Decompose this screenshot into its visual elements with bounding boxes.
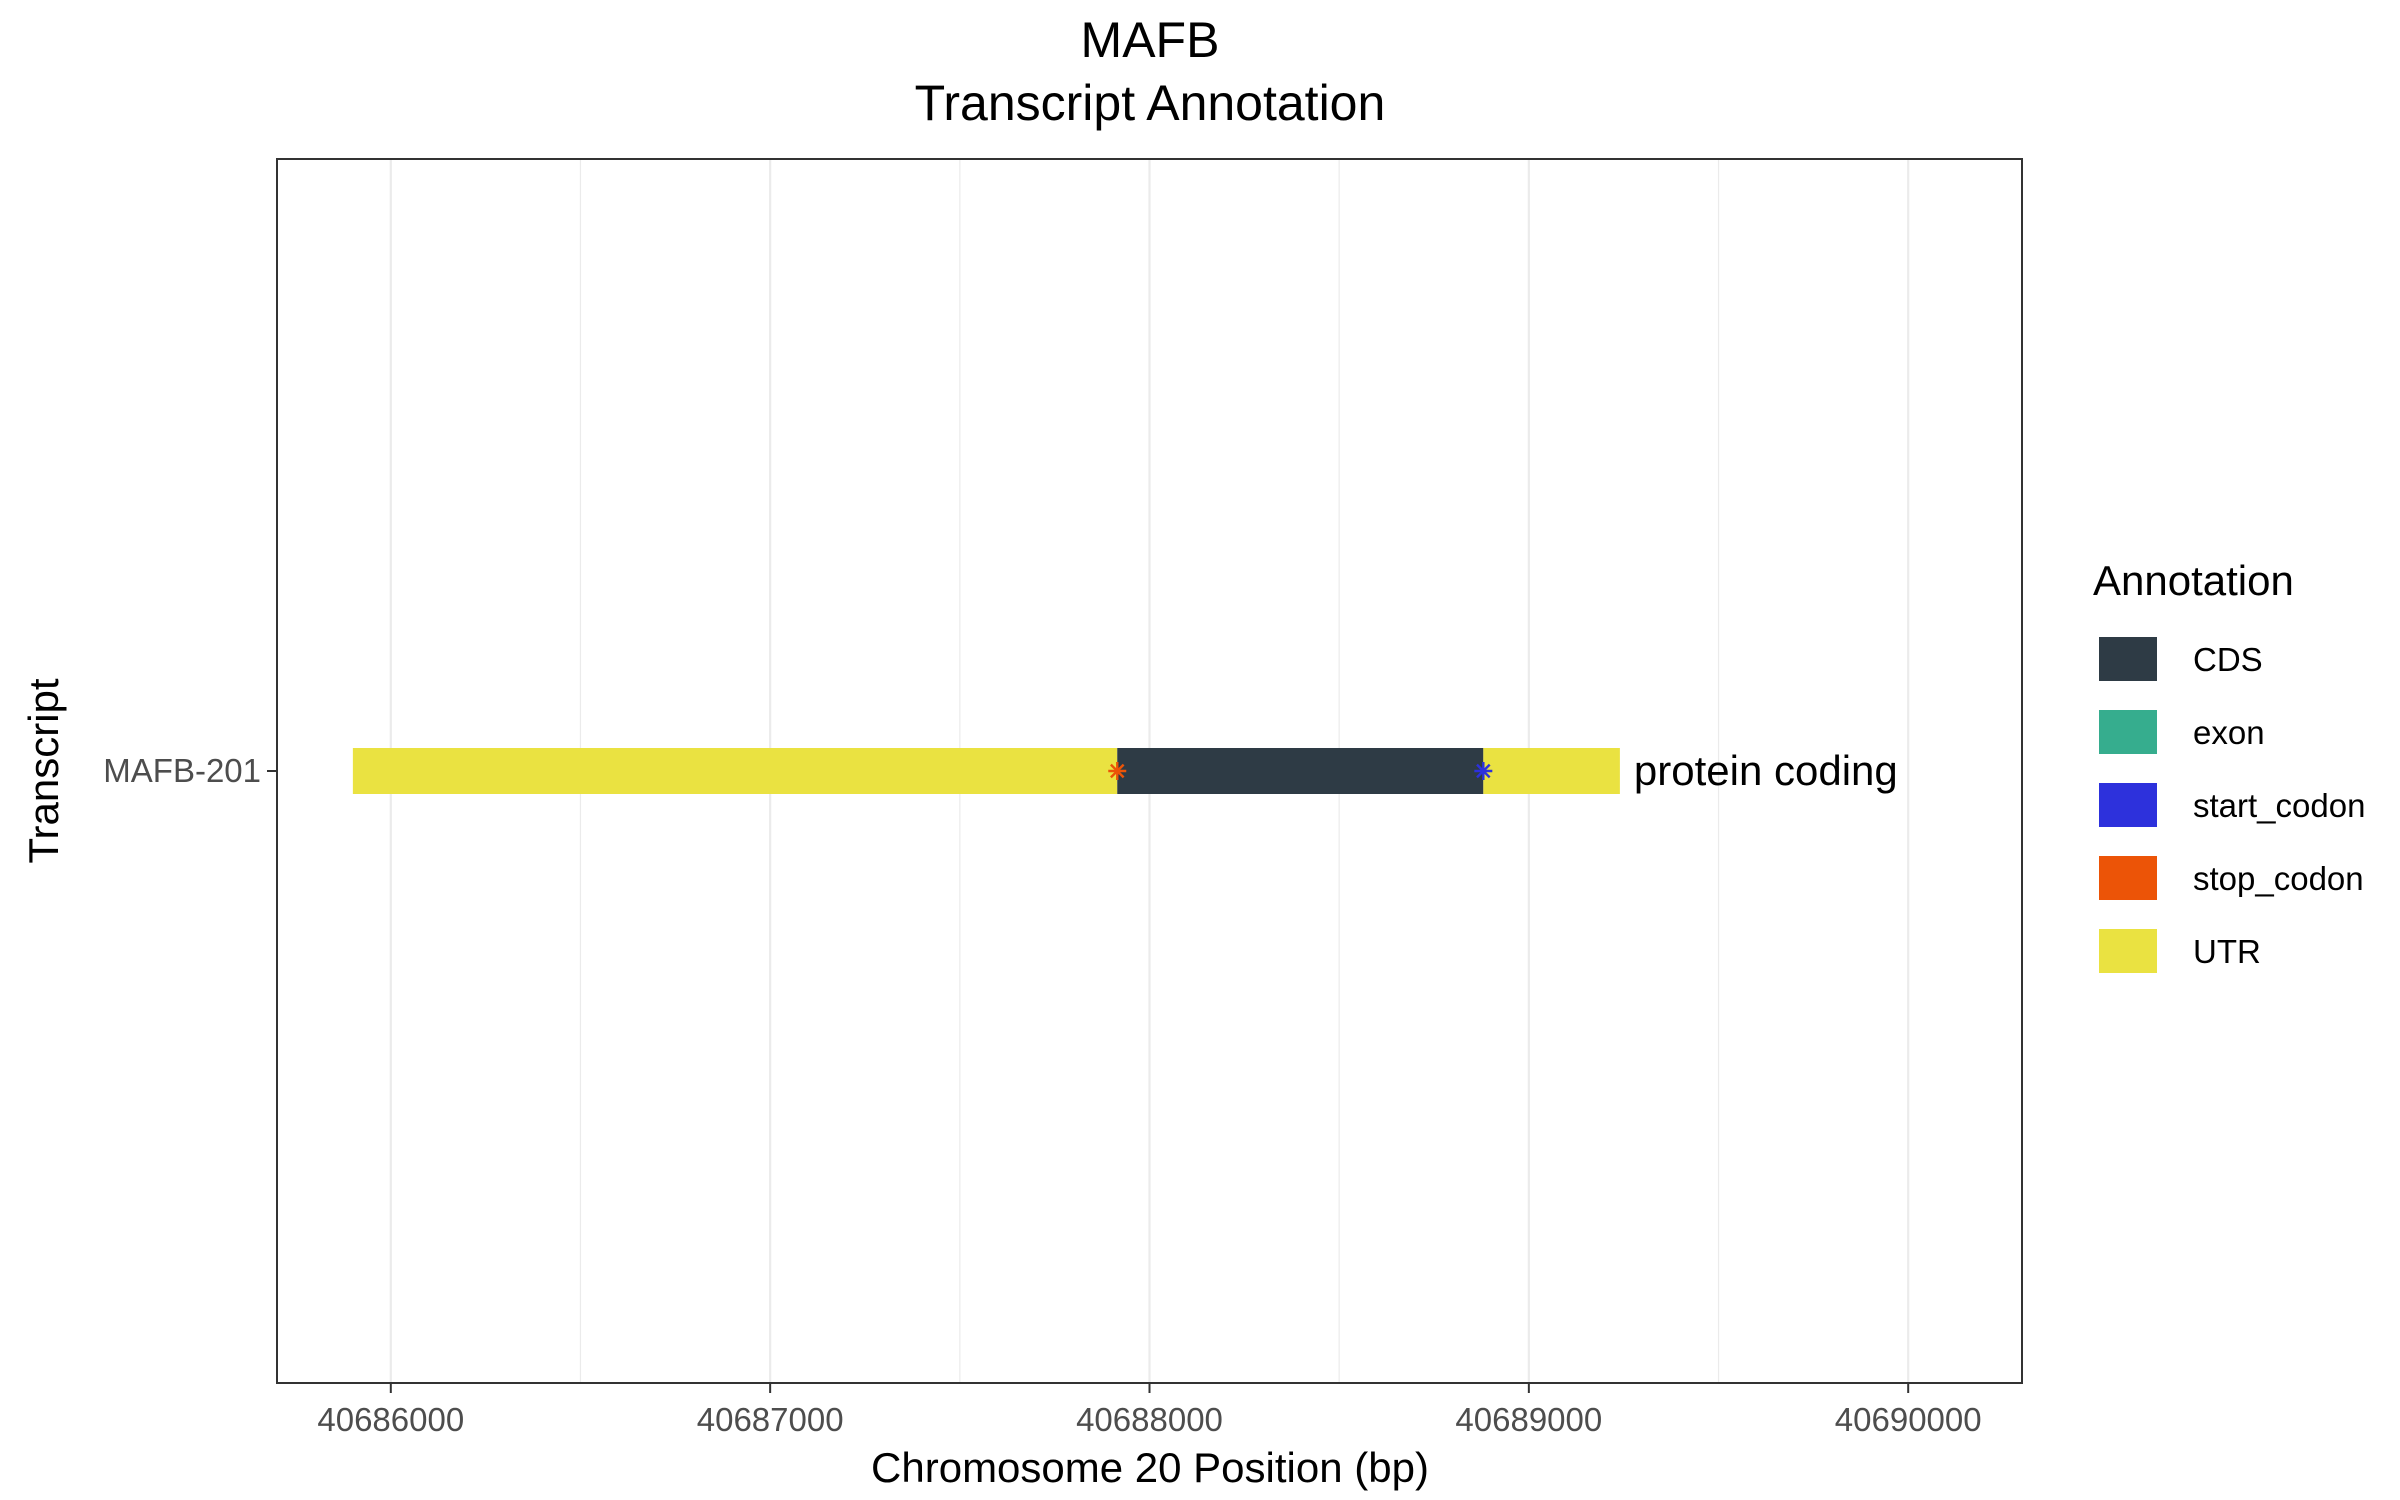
- start-codon-marker: [1474, 762, 1493, 780]
- stop-codon-marker: [1108, 762, 1127, 780]
- transcript-tracks: protein coding: [352, 747, 1898, 794]
- legend-key-cds: [2099, 637, 2157, 681]
- x-tick-label: 40686000: [317, 1401, 464, 1438]
- y-tick-label: MAFB-201: [103, 752, 261, 789]
- legend-key-utr: [2099, 929, 2157, 973]
- legend-key-stop-codon: [2099, 856, 2157, 900]
- x-tick-label: 40688000: [1076, 1401, 1223, 1438]
- legend-label: CDS: [2193, 641, 2263, 678]
- x-axis-label: Chromosome 20 Position (bp): [871, 1444, 1429, 1491]
- legend-label: UTR: [2193, 933, 2261, 970]
- chart-title: MAFB: [1081, 12, 1220, 68]
- x-tick-label: 40687000: [697, 1401, 844, 1438]
- y-axis-label: Transcript: [20, 678, 67, 863]
- x-tick-label: 40690000: [1835, 1401, 1982, 1438]
- legend: Annotation CDS exon start_codon stop_codon U…: [2093, 557, 2365, 973]
- x-axis: 40686000 40687000 40688000 40689000 40690000: [317, 1383, 1982, 1438]
- feature-cds: [1117, 748, 1484, 794]
- legend-key-exon: [2099, 710, 2157, 754]
- y-axis: MAFB-201: [103, 752, 277, 789]
- legend-key-start-codon: [2099, 783, 2157, 827]
- legend-title: Annotation: [2093, 557, 2294, 604]
- legend-label: stop_codon: [2193, 860, 2364, 897]
- legend-label: start_codon: [2193, 787, 2365, 824]
- transcript-biotype-label: protein coding: [1634, 747, 1898, 794]
- legend-label: exon: [2193, 714, 2265, 751]
- chart-subtitle: Transcript Annotation: [915, 75, 1386, 131]
- feature-utr: [1483, 748, 1620, 794]
- x-tick-label: 40689000: [1455, 1401, 1602, 1438]
- feature-utr: [352, 748, 1118, 794]
